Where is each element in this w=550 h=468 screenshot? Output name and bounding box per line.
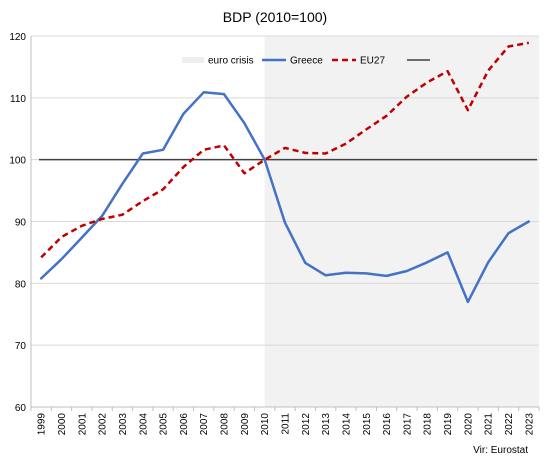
x-tick-label: 2016 [382, 413, 393, 436]
legend: euro crisis Greece EU27 [182, 56, 430, 67]
legend-label-greece: Greece [290, 56, 323, 67]
y-tick-label: 80 [15, 279, 27, 290]
legend-label-euro-crisis: euro crisis [208, 56, 254, 67]
x-tick-label: 2017 [402, 413, 413, 436]
x-tick-label: 2000 [57, 413, 68, 436]
y-tick-label: 120 [9, 32, 26, 43]
x-tick-label: 2005 [159, 413, 170, 436]
legend-label-eu27: EU27 [360, 56, 385, 67]
series-line-greece [39, 91, 531, 304]
legend-swatch-euro-crisis [182, 57, 204, 63]
x-tick-label: 2012 [301, 413, 312, 436]
y-tick-label: 100 [9, 156, 26, 167]
x-tick-label: 2003 [118, 413, 129, 436]
x-tick-label: 2004 [138, 413, 149, 436]
chart-title: BDP (2010=100) [223, 9, 327, 25]
x-tick-label: 2018 [423, 413, 434, 436]
plot-area: 60 70 80 90 100 110 120 1999 2000 2001 2002 2003 200… [9, 32, 540, 436]
x-tick-label: 2008 [220, 413, 231, 436]
x-tick-label: 2023 [524, 413, 535, 436]
x-tick-label: 2006 [179, 413, 190, 436]
x-tick-label: 2021 [484, 413, 495, 436]
x-tick-label: 1999 [37, 413, 48, 436]
x-tick-label: 2002 [98, 413, 109, 436]
series-line-eu27 [40, 41, 530, 259]
y-tick-label: 70 [15, 341, 27, 352]
x-tick-label: 2019 [443, 413, 454, 436]
x-tick-label: 2020 [463, 413, 474, 436]
x-tick-label: 2011 [281, 413, 292, 435]
y-tick-label: 110 [10, 94, 26, 105]
y-tick-label: 60 [15, 403, 27, 414]
x-tick-label: 2013 [321, 413, 332, 436]
x-tick-label: 2001 [77, 413, 88, 436]
x-tick-label: 2010 [260, 413, 271, 436]
x-tick-label: 2007 [199, 413, 210, 436]
x-tick-label: 2015 [362, 413, 373, 436]
x-tick-label: 2009 [240, 413, 251, 436]
y-tick-label: 90 [15, 218, 27, 229]
x-tick-label: 2014 [341, 413, 352, 436]
x-tick-label: 2022 [504, 413, 515, 436]
source-note: Vir: Eurostat [473, 445, 528, 456]
